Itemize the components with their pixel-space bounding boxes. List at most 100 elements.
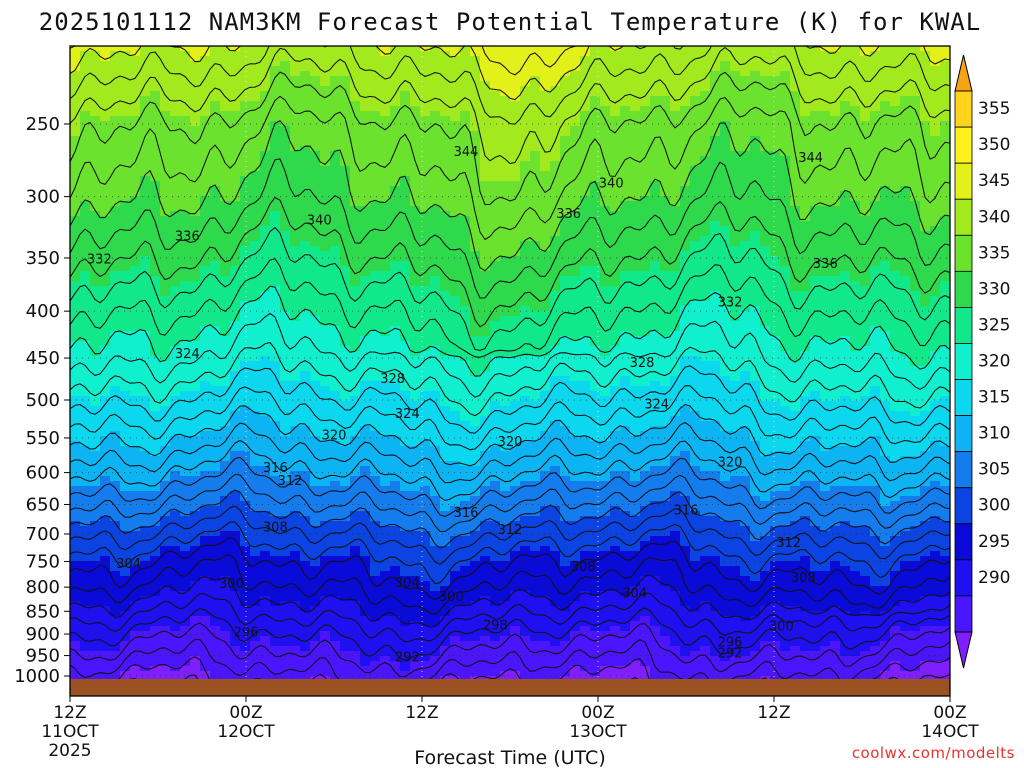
fill-cell: [340, 446, 351, 452]
fill-cell: [270, 661, 281, 667]
fill-cell: [180, 671, 191, 677]
fill-cell: [230, 286, 241, 292]
fill-cell: [440, 456, 451, 462]
fill-cell: [340, 311, 351, 317]
fill-cell: [130, 231, 141, 237]
fill-cell: [340, 521, 351, 527]
fill-cell: [350, 306, 361, 312]
fill-cell: [330, 576, 341, 582]
fill-cell: [150, 546, 161, 552]
fill-cell: [170, 546, 181, 552]
fill-cell: [400, 316, 411, 322]
fill-cell: [270, 126, 281, 132]
fill-cell: [300, 241, 311, 247]
fill-cell: [180, 586, 191, 592]
fill-cell: [100, 216, 111, 222]
fill-cell: [320, 621, 331, 627]
fill-cell: [440, 666, 451, 672]
fill-cell: [300, 96, 311, 102]
fill-cell: [90, 666, 101, 672]
fill-cell: [300, 436, 311, 442]
fill-cell: [360, 426, 371, 432]
fill-cell: [160, 631, 171, 637]
fill-cell: [270, 341, 281, 347]
fill-cell: [190, 656, 201, 662]
fill-cell: [430, 286, 441, 292]
fill-cell: [410, 281, 421, 287]
fill-cell: [420, 271, 431, 277]
fill-cell: [240, 131, 251, 137]
fill-cell: [380, 516, 391, 522]
fill-cell: [270, 241, 281, 247]
fill-cell: [180, 86, 191, 92]
fill-cell: [310, 181, 321, 187]
fill-cell: [440, 96, 451, 102]
fill-cell: [220, 166, 231, 172]
fill-cell: [340, 321, 351, 327]
fill-cell: [120, 141, 131, 147]
fill-cell: [440, 661, 451, 667]
fill-cell: [210, 231, 221, 237]
fill-cell: [440, 136, 451, 142]
fill-cell: [180, 96, 191, 102]
fill-cell: [320, 301, 331, 307]
fill-cell: [100, 446, 111, 452]
fill-cell: [170, 481, 181, 487]
fill-cell: [300, 71, 311, 77]
fill-cell: [120, 196, 131, 202]
fill-cell: [210, 106, 221, 112]
fill-cell: [330, 141, 341, 147]
fill-cell: [290, 326, 301, 332]
fill-cell: [360, 446, 371, 452]
fill-cell: [380, 486, 391, 492]
fill-cell: [300, 76, 311, 82]
fill-cell: [340, 531, 351, 537]
fill-cell: [160, 351, 171, 357]
fill-cell: [210, 211, 221, 217]
fill-cell: [380, 256, 391, 262]
fill-cell: [180, 446, 191, 452]
fill-cell: [330, 426, 341, 432]
fill-cell: [220, 236, 231, 242]
fill-cell: [80, 96, 91, 102]
fill-cell: [440, 446, 451, 452]
fill-cell: [390, 456, 401, 462]
fill-cell: [330, 226, 341, 232]
fill-cell: [140, 501, 151, 507]
fill-cell: [310, 551, 321, 557]
fill-cell: [370, 151, 381, 157]
fill-cell: [240, 436, 251, 442]
fill-cell: [110, 76, 121, 82]
fill-cell: [350, 676, 361, 679]
fill-cell: [180, 81, 191, 87]
fill-cell: [140, 111, 151, 117]
fill-cell: [270, 586, 281, 592]
fill-cell: [110, 146, 121, 152]
fill-cell: [230, 511, 241, 517]
fill-cell: [380, 311, 391, 317]
fill-cell: [360, 491, 371, 497]
fill-cell: [250, 161, 261, 167]
fill-cell: [430, 291, 441, 297]
fill-cell: [170, 556, 181, 562]
fill-cell: [450, 76, 461, 82]
fill-cell: [230, 491, 241, 497]
fill-cell: [310, 171, 321, 177]
fill-cell: [430, 111, 441, 117]
fill-cell: [170, 516, 181, 522]
fill-cell: [240, 181, 251, 187]
fill-cell: [450, 261, 461, 267]
fill-cell: [340, 601, 351, 607]
fill-cell: [230, 191, 241, 197]
fill-cell: [300, 406, 311, 412]
fill-cell: [270, 451, 281, 457]
fill-cell: [410, 256, 421, 262]
fill-cell: [380, 566, 391, 572]
fill-cell: [250, 236, 261, 242]
fill-cell: [360, 246, 371, 252]
fill-cell: [160, 616, 171, 622]
fill-cell: [140, 456, 151, 462]
fill-cell: [170, 211, 181, 217]
fill-cell: [370, 211, 381, 217]
fill-cell: [400, 556, 411, 562]
